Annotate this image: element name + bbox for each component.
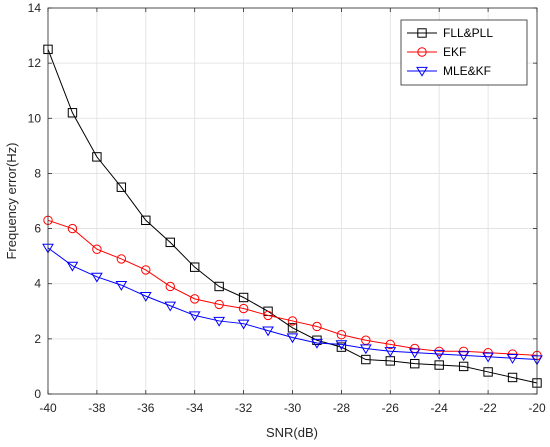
data-point-mle-kf <box>433 349 446 360</box>
data-point-fll-pll <box>458 361 469 372</box>
data-point-fll-pll <box>165 237 175 248</box>
data-point-fll-pll <box>434 360 444 370</box>
data-point-ekf <box>263 310 273 321</box>
data-point-fll-pll <box>336 342 347 352</box>
series-mle-kf <box>42 243 543 366</box>
data-point-mle-kf <box>115 280 128 291</box>
y-tick-label: 6 <box>34 222 41 236</box>
data-point-mle-kf <box>482 352 494 363</box>
x-tick-label: -22 <box>479 401 497 415</box>
series-layer <box>42 44 543 388</box>
x-tick-label: -32 <box>235 401 253 415</box>
data-point-fll-pll <box>116 182 127 192</box>
data-point-fll-pll <box>67 108 78 118</box>
data-point-fll-pll <box>507 372 518 383</box>
data-point-mle-kf <box>335 340 348 351</box>
data-point-mle-kf <box>237 319 250 330</box>
data-point-ekf <box>165 281 175 292</box>
data-point-mle-kf <box>262 326 274 337</box>
data-point-fll-pll <box>238 292 249 303</box>
series-line-fll-pll <box>47 49 538 384</box>
data-point-ekf <box>116 254 127 264</box>
y-tick-label: 10 <box>28 111 42 125</box>
data-point-mle-kf <box>164 301 177 312</box>
x-tick-label: -34 <box>186 401 204 415</box>
data-point-mle-kf <box>311 338 323 349</box>
data-point-fll-pll <box>92 152 102 162</box>
y-tick-label: 2 <box>34 332 41 346</box>
data-point-ekf <box>67 223 78 234</box>
data-point-mle-kf <box>457 351 470 362</box>
x-tick-label: -20 <box>528 401 546 415</box>
data-point-mle-kf <box>384 347 397 358</box>
y-tick-label: 0 <box>34 387 41 401</box>
data-point-ekf <box>214 299 224 310</box>
legend-marker <box>417 47 427 57</box>
legend-label: FLL&PLL <box>443 26 493 40</box>
legend-item-ekf: EKF <box>407 45 466 59</box>
legend: FLL&PLL EKF MLE&KF <box>400 19 528 86</box>
data-point-mle-kf <box>506 354 519 364</box>
data-point-ekf <box>238 303 249 314</box>
data-point-fll-pll <box>287 323 298 333</box>
series-line-ekf <box>47 219 538 356</box>
y-tick-label: 14 <box>28 1 42 15</box>
data-point-fll-pll <box>214 281 224 292</box>
x-tick-label: -38 <box>88 401 106 415</box>
legend-marker <box>417 28 427 38</box>
series-line-mle-kf <box>47 247 538 361</box>
data-point-ekf <box>336 330 347 340</box>
data-point-ekf <box>190 294 200 304</box>
data-point-mle-kf <box>286 333 299 344</box>
data-point-fll-pll <box>361 354 371 365</box>
y-tick-label: 4 <box>34 277 41 291</box>
data-point-ekf <box>141 265 151 275</box>
x-tick-label: -36 <box>137 401 155 415</box>
data-point-mle-kf <box>213 316 226 327</box>
data-point-mle-kf <box>359 344 372 355</box>
legend-item-mle-kf: MLE&KF <box>407 64 491 78</box>
x-axis-title: SNR(dB) <box>266 425 318 440</box>
data-point-ekf <box>312 321 322 332</box>
data-point-fll-pll <box>483 367 493 377</box>
x-tick-label: -40 <box>39 401 57 415</box>
legend-label: EKF <box>443 45 466 59</box>
data-point-mle-kf <box>188 311 201 322</box>
series-ekf <box>43 215 542 361</box>
x-tick-label: -24 <box>431 401 449 415</box>
y-tick-label: 12 <box>28 56 42 70</box>
data-point-mle-kf <box>139 292 152 302</box>
data-point-mle-kf <box>66 261 79 272</box>
data-point-fll-pll <box>190 262 200 272</box>
axis-ticks: -40 -38 -36 -34 -32 -30 -28 -26 -24 -22 -20 0 2 4 6 8 10… <box>28 1 546 415</box>
x-tick-label: -26 <box>382 401 400 415</box>
data-point-fll-pll <box>141 215 151 226</box>
data-point-mle-kf <box>91 272 103 283</box>
y-axis-title: Frequency error(Hz) <box>4 142 19 259</box>
legend-item-fll-pll: FLL&PLL <box>407 26 493 40</box>
data-point-ekf <box>92 244 102 254</box>
data-point-fll-pll <box>410 358 420 369</box>
legend-label: MLE&KF <box>443 64 491 78</box>
legend-marker <box>416 66 428 77</box>
x-tick-label: -28 <box>333 401 351 415</box>
x-tick-label: -30 <box>284 401 302 415</box>
data-point-ekf <box>287 316 298 326</box>
y-tick-label: 8 <box>34 166 41 180</box>
data-point-mle-kf <box>408 348 421 359</box>
data-point-ekf <box>385 339 395 350</box>
